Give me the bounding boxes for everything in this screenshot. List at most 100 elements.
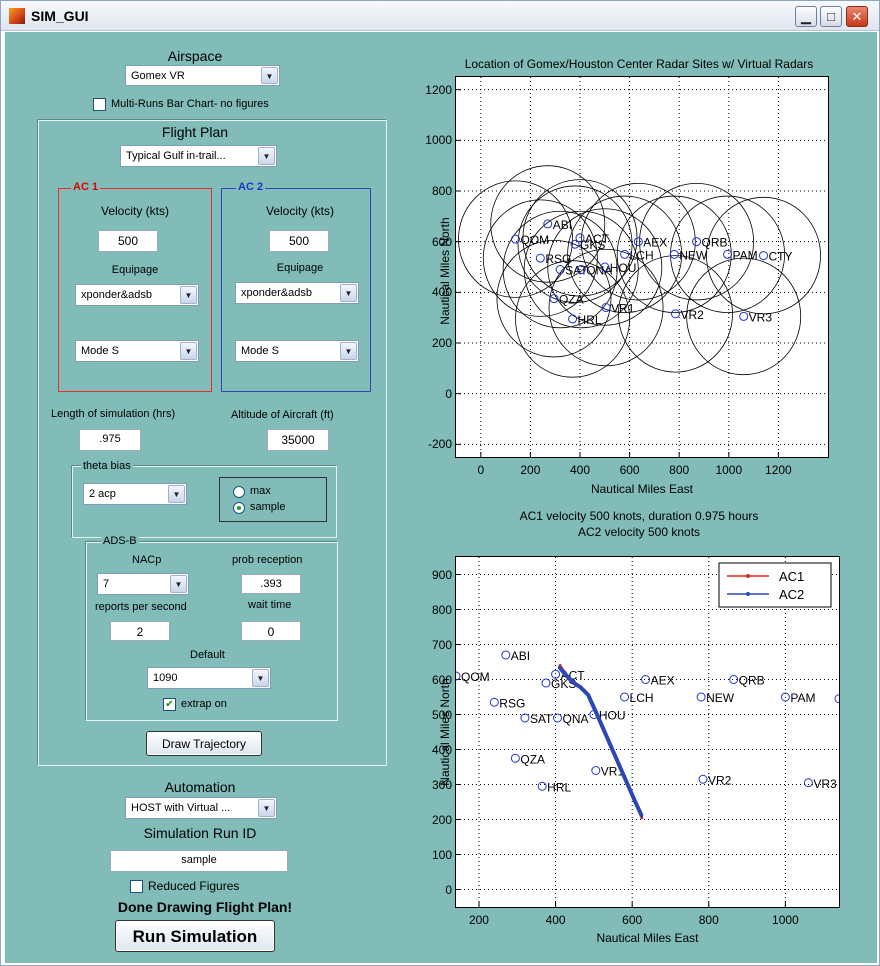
automation-select[interactable]: HOST with Virtual ... ▼ — [125, 797, 277, 819]
x-tick-label: 800 — [669, 463, 690, 477]
sample-radio-label: sample — [250, 501, 286, 513]
ac1-mode-value: Mode S — [81, 345, 119, 357]
radar-site-label: SAT — [565, 264, 588, 278]
sample-radio[interactable] — [233, 502, 245, 514]
radar-site-marker — [692, 237, 702, 247]
radar-site-marker — [541, 678, 551, 688]
default-label: Default — [190, 649, 225, 661]
ac2-equipage-value: xponder&adsb — [241, 287, 312, 299]
radar-site-marker — [511, 234, 521, 244]
radar-site-marker — [834, 694, 844, 704]
y-tick-label: 600 — [431, 234, 452, 249]
x-tick-label: 0 — [477, 463, 485, 477]
max-radio[interactable] — [233, 486, 245, 498]
y-tick-label: 1200 — [425, 82, 452, 97]
chevron-down-icon: ▼ — [340, 342, 357, 360]
automation-value: HOST with Virtual ... — [131, 802, 231, 814]
y-tick-label: 900 — [431, 567, 452, 582]
prob-reception-input[interactable]: .393 — [241, 574, 301, 594]
extrap-checkbox[interactable]: ✔ — [163, 698, 176, 711]
theta-bias-title: theta bias — [81, 460, 133, 472]
radar-site-label: LCH — [630, 691, 654, 705]
series-point-ac2 — [563, 672, 567, 676]
chevron-down-icon: ▼ — [340, 284, 357, 302]
close-button[interactable]: ✕ — [846, 6, 868, 27]
coverage-circle — [490, 165, 606, 283]
legend-label-ac1: AC1 — [779, 569, 804, 584]
coverage-circle — [686, 257, 802, 376]
radar-site-label: QNA — [586, 264, 612, 278]
altitude-input[interactable]: 35000 — [267, 429, 329, 451]
ac1-velocity-input[interactable]: 500 — [98, 230, 158, 252]
adsb-panel — [86, 542, 338, 721]
x-tick-label: 1200 — [765, 463, 792, 477]
radar-site-label: HRL — [547, 780, 571, 794]
y-tick-label: -200 — [427, 437, 452, 452]
airspace-label: Airspace — [167, 48, 223, 64]
reports-per-second-input[interactable]: 2 — [110, 621, 170, 641]
legend-marker-ac1 — [746, 574, 750, 578]
chart1-ylabel: Nautical Miles North — [438, 217, 452, 325]
radar-site-label: QOM — [461, 670, 490, 684]
run-simulation-button[interactable]: Run Simulation — [115, 920, 275, 952]
title-bar[interactable]: SIM_GUI ▁ □ ✕ — [1, 1, 879, 31]
x-tick-label: 400 — [569, 463, 591, 477]
theta-bias-select[interactable]: 2 acp ▼ — [83, 483, 187, 505]
flight-plan-title: Flight Plan — [161, 124, 229, 140]
radar-site-marker — [451, 671, 461, 681]
chart1-xlabel: Nautical Miles East — [590, 482, 694, 496]
radar-site-marker — [696, 692, 706, 702]
radar-site-marker — [535, 253, 545, 263]
y-tick-label: 0 — [445, 386, 452, 401]
run-id-label: Simulation Run ID — [143, 825, 257, 841]
legend-marker-ac2 — [746, 592, 750, 596]
ac1-velocity-label: Velocity (kts) — [100, 204, 169, 218]
length-input[interactable]: .975 — [79, 429, 141, 451]
radar-site-marker — [543, 219, 553, 229]
radar-site-label: RSG — [499, 696, 525, 710]
radar-site-marker — [537, 781, 547, 791]
radar-site-label: HOU — [610, 261, 637, 275]
theta-bias-radio-group — [219, 477, 327, 522]
y-tick-label: 400 — [431, 285, 452, 300]
flight-plan-select[interactable]: Typical Gulf in-trail... ▼ — [120, 145, 277, 167]
reduced-figures-checkbox[interactable] — [130, 880, 143, 893]
ac2-equipage-select[interactable]: xponder&adsb ▼ — [235, 282, 359, 304]
minimize-button[interactable]: ▁ — [795, 6, 817, 27]
coverage-circle — [618, 255, 733, 373]
radar-site-label: VR2 — [680, 308, 704, 322]
radar-site-marker — [489, 697, 499, 707]
nacp-select[interactable]: 7 ▼ — [97, 573, 189, 595]
radar-site-label: QRB — [739, 674, 765, 688]
maximize-button[interactable]: □ — [820, 6, 842, 27]
radar-site-label: AEX — [651, 674, 675, 688]
series-point-ac2 — [578, 685, 582, 689]
reduced-figures-label: Reduced Figures — [148, 879, 240, 893]
airspace-select[interactable]: Gomex VR ▼ — [125, 65, 280, 86]
radar-site-marker — [698, 774, 708, 784]
ac1-mode-select[interactable]: Mode S ▼ — [75, 340, 199, 362]
coverage-circle — [482, 199, 598, 317]
radar-site-marker — [759, 251, 769, 261]
x-tick-label: 800 — [698, 913, 719, 927]
default-select[interactable]: 1090 ▼ — [147, 667, 271, 689]
y-tick-label: 600 — [431, 672, 452, 687]
run-id-input[interactable]: sample — [110, 850, 288, 872]
ac1-equipage-select[interactable]: xponder&adsb ▼ — [75, 284, 199, 306]
series-point-ac2 — [601, 727, 605, 731]
chart1-axes[interactable]: QOM ABI RSG ACT GKS SAT QNA HOU LCH AEX QRB NEW PAM C… — [455, 76, 829, 458]
ac2-mode-select[interactable]: Mode S ▼ — [235, 340, 359, 362]
radar-site-marker — [669, 249, 679, 259]
radar-site-label: NEW — [679, 248, 708, 262]
chart2-axes[interactable]: QOMABIRSGACTGKSSATQNAHOULCHAEXQRBNEWPAMC… — [451, 556, 868, 908]
radar-site-marker — [739, 311, 749, 321]
radar-site-marker — [620, 692, 630, 702]
wait-time-input[interactable]: 0 — [241, 621, 301, 641]
series-point-ac2 — [617, 762, 621, 766]
draw-trajectory-button[interactable]: Draw Trajectory — [146, 731, 262, 756]
multi-runs-checkbox[interactable] — [93, 98, 106, 111]
ac2-velocity-input[interactable]: 500 — [269, 230, 329, 252]
radar-site-marker — [576, 265, 586, 275]
radar-site-label: CTY — [769, 250, 793, 264]
